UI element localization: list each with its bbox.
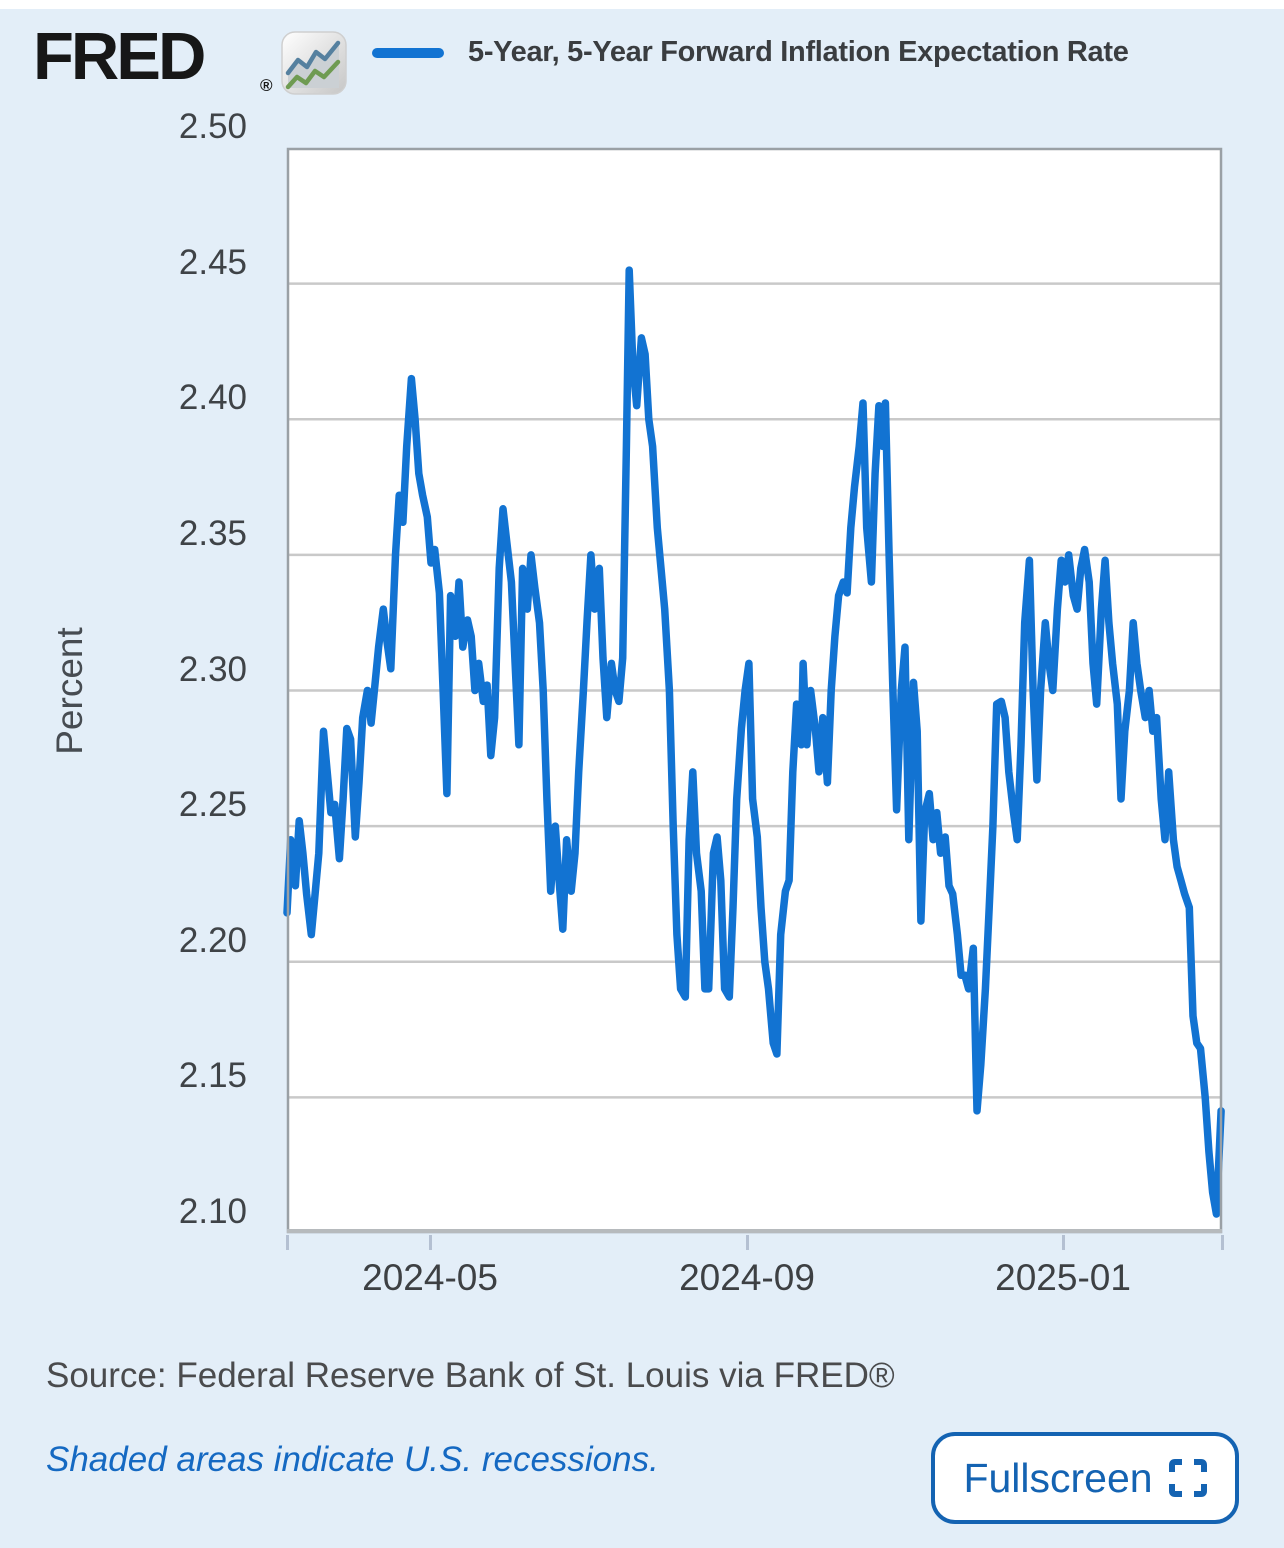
series-title: 5-Year, 5-Year Forward Inflation Expecta…: [468, 36, 1129, 68]
y-axis-tick-label: 2.20: [178, 920, 247, 960]
y-axis-tick-label: 2.25: [178, 785, 247, 825]
fred-line-graph-icon: [281, 31, 347, 100]
y-axis-tick-label: 2.15: [178, 1056, 247, 1096]
fullscreen-corners-icon: [1168, 1459, 1207, 1497]
chart-legend: 5-Year, 5-Year Forward Inflation Expecta…: [372, 36, 1129, 69]
x-axis-tick-label: 2024-05: [362, 1257, 498, 1298]
y-axis-tick-label: 2.50: [178, 107, 247, 146]
x-axis-tick-mark: [285, 1235, 289, 1250]
y-axis-tick-label: 2.30: [178, 649, 247, 689]
x-axis-tick-mark: [1061, 1235, 1065, 1250]
x-axis-tick-label: 2025-01: [995, 1257, 1131, 1298]
chart-plot-area[interactable]: [283, 147, 1225, 1234]
y-axis-tick-label: 2.40: [178, 378, 247, 418]
x-axis-tick-mark: [428, 1235, 432, 1250]
fullscreen-button-label: Fullscreen: [963, 1454, 1153, 1501]
x-axis-tick-label: 2024-09: [679, 1257, 815, 1298]
x-axis-tick-mark: [745, 1235, 749, 1250]
fred-logo: FRED: [33, 19, 206, 94]
fred-logo-registered-mark: ®: [260, 76, 273, 95]
x-axis-tick-mark: [1220, 1235, 1224, 1250]
y-axis-tick-label: 2.35: [178, 513, 247, 553]
fullscreen-button[interactable]: Fullscreen: [931, 1432, 1239, 1524]
series-color-swatch: [372, 47, 444, 58]
recession-note: Shaded areas indicate U.S. recessions.: [46, 1440, 659, 1479]
y-axis-tick-label: 2.45: [178, 242, 247, 282]
y-axis-tick-label: 2.10: [178, 1192, 247, 1231]
top-strip: [0, 0, 1284, 9]
source-attribution: Source: Federal Reserve Bank of St. Loui…: [46, 1356, 895, 1395]
